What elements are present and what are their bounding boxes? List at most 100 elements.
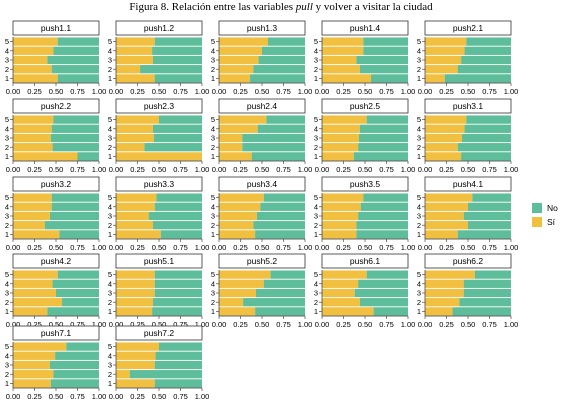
x-tick-label: 0.50: [49, 87, 64, 96]
x-tick-label: 0.75: [173, 392, 188, 401]
bar-si: [219, 46, 262, 55]
bar-si: [425, 115, 467, 124]
facet-label: push4.2: [41, 256, 72, 266]
x-tick-label: 0.75: [276, 87, 291, 96]
bar-si: [116, 307, 153, 316]
bar-si: [322, 288, 355, 298]
bar-no: [52, 143, 99, 152]
facet-strip: [115, 325, 203, 341]
y-tick-label: 2: [108, 221, 112, 230]
x-tick-label: 1.00: [195, 320, 210, 329]
x-tick-label: 0.50: [358, 243, 373, 252]
x-tick-label: 0.25: [130, 87, 145, 96]
facet-label: push3.5: [350, 179, 381, 189]
y-tick-label: 4: [211, 202, 215, 211]
bar-si: [116, 211, 149, 221]
bar-si: [13, 230, 60, 239]
bar-si: [13, 74, 58, 83]
bar-no: [359, 124, 408, 133]
bar-no: [66, 342, 99, 351]
y-tick-label: 5: [108, 115, 112, 124]
x-tick-label: 0.25: [27, 165, 42, 174]
x-tick-label: 0.50: [461, 165, 476, 174]
bar-si: [13, 360, 50, 370]
bar-si: [219, 74, 250, 83]
x-tick-label: 0.50: [358, 87, 373, 96]
facet-strip: [115, 253, 203, 269]
bar-no: [262, 46, 305, 55]
facet-strip: [12, 176, 100, 192]
bar-si: [219, 288, 256, 298]
bar-no: [457, 230, 511, 239]
y-tick-label: 4: [108, 279, 112, 288]
figure-title-pre: Figura 8. Relación entre las variables: [129, 1, 296, 13]
x-tick-label: 0.00: [109, 320, 124, 329]
bar-si: [425, 55, 462, 65]
bar-no: [457, 143, 511, 152]
y-tick-label: 4: [211, 46, 215, 55]
x-tick-label: 0.50: [358, 165, 373, 174]
y-tick-label: 2: [417, 143, 421, 152]
x-tick-label: 1.00: [504, 243, 519, 252]
x-tick-label: 0.00: [315, 87, 330, 96]
bar-no: [57, 270, 99, 279]
x-tick-label: 0.75: [482, 87, 497, 96]
bar-si: [116, 115, 159, 124]
x-tick-label: 0.25: [233, 87, 248, 96]
x-tick-label: 0.00: [109, 392, 124, 401]
y-tick-label: 3: [108, 56, 112, 65]
bar-no: [51, 124, 99, 133]
bar-si: [13, 193, 52, 202]
bar-si: [425, 65, 458, 74]
bar-si: [322, 211, 359, 221]
bar-si: [322, 152, 354, 161]
bar-si: [322, 221, 357, 230]
x-tick-label: 0.25: [27, 243, 42, 252]
facet-strip: [424, 98, 512, 114]
x-tick-label: 1.00: [195, 87, 210, 96]
bar-no: [242, 133, 305, 143]
bar-si: [116, 193, 157, 202]
bar-no: [152, 55, 202, 65]
x-tick-label: 1.00: [298, 320, 313, 329]
bar-si: [13, 351, 56, 360]
bar-no: [258, 55, 305, 65]
x-tick-label: 0.25: [336, 320, 351, 329]
x-tick-label: 0.00: [6, 392, 21, 401]
y-tick-label: 3: [211, 56, 215, 65]
x-tick-label: 0.75: [276, 165, 291, 174]
y-tick-label: 2: [314, 221, 318, 230]
y-tick-label: 5: [108, 193, 112, 202]
x-tick-label: 0.25: [233, 165, 248, 174]
legend-label-si: Sí: [547, 217, 556, 227]
x-tick-label: 0.25: [439, 165, 454, 174]
bar-si: [116, 270, 155, 279]
bar-no: [468, 202, 511, 211]
x-tick-label: 1.00: [401, 243, 416, 252]
bar-no: [57, 74, 99, 83]
bar-si: [425, 307, 453, 316]
facet-strip: [424, 20, 512, 36]
x-tick-label: 1.00: [298, 165, 313, 174]
bar-no: [464, 124, 511, 133]
bar-no: [363, 46, 408, 55]
bar-no: [354, 288, 408, 298]
facet-strip: [321, 20, 409, 36]
y-tick-label: 1: [5, 307, 9, 316]
facet-strip: [424, 253, 512, 269]
x-tick-label: 0.25: [130, 243, 145, 252]
y-tick-label: 5: [5, 270, 9, 279]
y-tick-label: 3: [417, 134, 421, 143]
y-tick-label: 4: [108, 202, 112, 211]
y-tick-label: 4: [108, 124, 112, 133]
bar-si: [322, 133, 359, 143]
x-tick-label: 0.50: [255, 243, 270, 252]
x-tick-label: 1.00: [92, 87, 107, 96]
y-tick-label: 1: [314, 74, 318, 83]
